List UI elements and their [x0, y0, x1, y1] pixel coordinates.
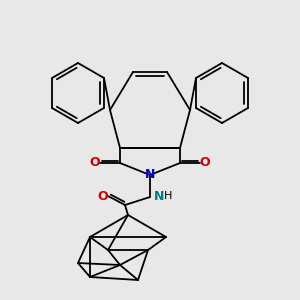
Text: O: O [90, 157, 100, 169]
Text: N: N [154, 190, 164, 203]
Text: O: O [200, 157, 210, 169]
Text: N: N [145, 169, 155, 182]
Text: O: O [98, 190, 108, 203]
Text: H: H [164, 191, 172, 201]
